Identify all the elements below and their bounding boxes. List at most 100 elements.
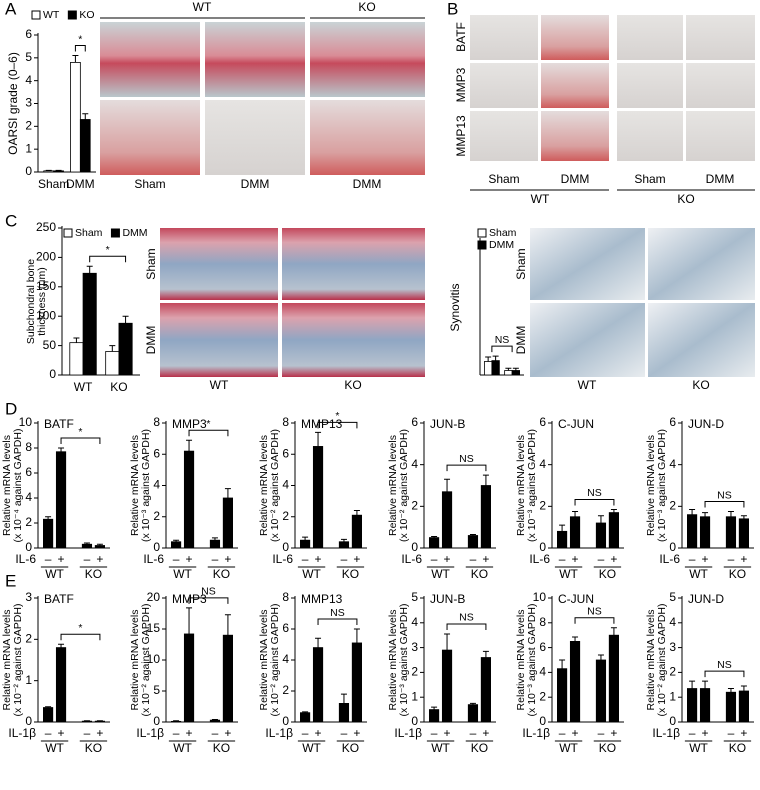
y-axis-label: Relative mRNA levels [387,610,399,711]
error-bar [353,628,360,643]
bar [82,272,97,376]
bar [81,720,93,723]
significance-bracket [317,421,358,429]
bar [70,62,81,173]
bar [183,633,195,723]
y-axis-label: Relative mRNA levels [515,610,527,711]
error-bar [353,510,360,516]
error-bar [492,355,499,361]
group-label: KO [729,741,746,755]
error-bar [572,511,579,517]
bar [338,541,350,549]
column-label: DMM [561,172,590,186]
y-axis-label: Relative mRNA levels [129,435,141,536]
chart-title: C-JUN [558,417,594,431]
bar [170,720,182,723]
x-label: IL-6 [401,552,422,566]
image-group-label: KO [358,0,375,14]
image [686,63,755,108]
significance-bracket [60,437,101,444]
bar [351,642,362,723]
bar [480,657,491,723]
group-label: WT [45,567,64,581]
significance-bracket [704,670,745,678]
y-tick-label: 0 [411,714,418,728]
x-label: IL-1β [652,726,680,740]
legend-label: DMM [122,227,147,239]
group-label: WT [689,567,708,581]
column-label: WT [578,378,597,392]
x-tick-label: + [572,726,579,740]
significance-bracket [446,623,487,630]
y-tick-label: 0 [49,367,56,381]
image-label: Sham [134,177,165,191]
error-bar [45,706,52,708]
error-bar [740,685,747,691]
error-bar [340,538,347,542]
image-label: DMM [241,177,270,191]
bar [43,707,54,723]
y-tick-label: 0 [25,540,32,554]
annotation: NS [459,453,474,465]
y-tick-label: 4 [25,73,32,87]
image [282,228,425,300]
image [686,111,755,161]
annotation: NS [717,659,732,671]
y-tick-label: 8 [25,440,32,454]
x-tick-label: DMM [66,177,95,191]
x-label: IL-6 [529,552,550,566]
bar [94,720,105,723]
x-tick-label: + [353,726,360,740]
y-tick-label: 8 [153,415,160,429]
chart-title: MMP13 [301,417,343,431]
error-bar [469,533,476,536]
x-label: IL-1β [394,726,422,740]
legend-swatch [110,228,120,238]
image [617,111,683,161]
chart-title: JUN-D [688,592,724,606]
image [470,111,538,161]
bar [338,703,350,723]
y-tick-label: 8 [539,615,546,629]
x-tick-label: – [173,726,180,740]
y-tick-label: 2 [153,509,160,523]
x-label: IL-6 [272,552,293,566]
y-tick-label: 2 [411,665,418,679]
y-tick-label: 0 [153,714,160,728]
y-axis-label: (x 10⁻³ against GAPDH) [656,429,668,542]
x-tick-label: – [212,552,219,566]
y-tick-label: 0 [282,714,289,728]
bar [699,516,711,549]
x-tick-label: + [610,552,617,566]
error-bar [431,706,438,710]
column-label: WT [210,378,229,392]
y-tick-label: 0 [669,540,676,554]
image [541,15,609,60]
y-tick-label: 15 [147,621,161,635]
bar [299,712,311,723]
bar [81,543,93,549]
bar [209,719,221,723]
image [617,63,683,108]
error-bar [96,543,103,546]
annotation: * [106,244,110,256]
bar [299,539,311,549]
image [541,63,609,108]
y-axis-label: (x 10⁻² against GAPDH) [140,604,152,717]
significance-bracket [89,255,127,263]
y-tick-label: 4 [669,615,676,629]
chart-title: JUN-B [430,417,465,431]
y-tick-label: 0 [282,540,289,554]
x-tick-label: + [353,552,360,566]
image [530,228,645,300]
bar [312,446,324,549]
error-bar [559,659,566,669]
image [100,100,200,175]
error-bar [186,439,193,452]
error-bar [224,614,231,636]
y-tick-label: 100 [36,308,56,322]
chart-title: JUN-D [688,417,724,431]
y-axis-label: (x 10⁻² against GAPDH) [269,604,281,717]
x-tick-label: – [84,552,91,566]
error-bar [740,515,747,519]
